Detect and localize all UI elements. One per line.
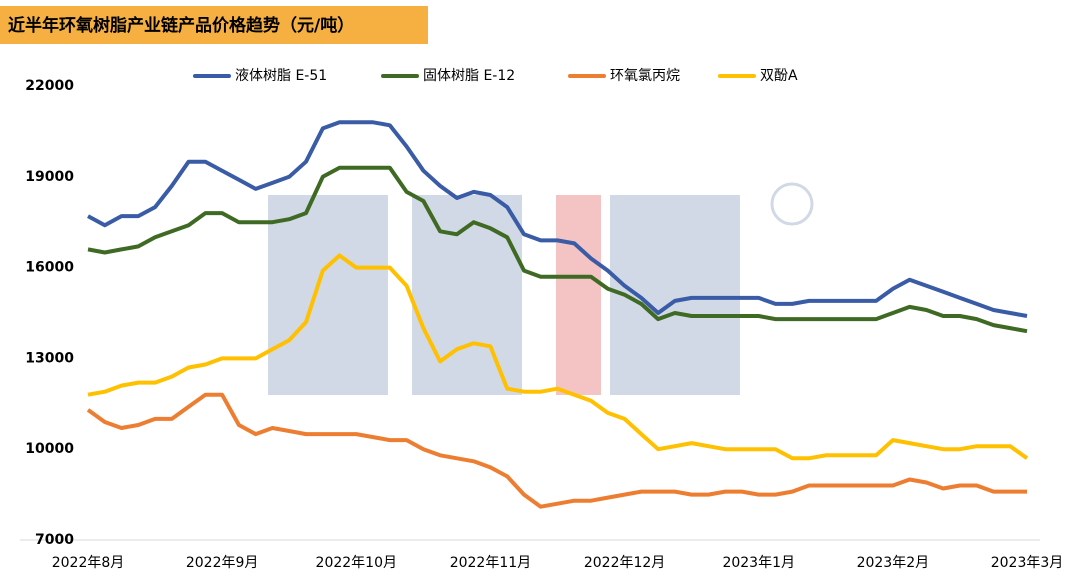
watermark: [268, 182, 814, 395]
series-line: [87, 120, 1028, 318]
x-tick-label: 2023年3月: [991, 555, 1064, 571]
x-tick-label: 2022年9月: [186, 555, 259, 571]
y-tick-label: 13000: [25, 350, 74, 366]
x-tick-label: 2023年1月: [722, 555, 795, 571]
y-tick-label: 19000: [25, 169, 74, 185]
y-tick-label: 10000: [25, 441, 74, 457]
chart-title: 近半年环氧树脂产业链产品价格趋势（元/吨）: [8, 15, 354, 36]
legend-label: 环氧氯丙烷: [610, 68, 680, 84]
series-line: [87, 165, 1028, 334]
x-tick-label: 2022年8月: [52, 555, 125, 571]
legend-label: 固体树脂 E-12: [423, 68, 515, 84]
x-tick-label: 2022年10月: [316, 555, 397, 571]
legend-label: 双酚A: [760, 68, 798, 84]
y-tick-label: 7000: [35, 532, 74, 548]
legend-label: 液体树脂 E-51: [235, 68, 327, 84]
series-line: [86, 392, 1027, 509]
x-tick-label: 2022年11月: [450, 555, 531, 571]
series-line: [87, 253, 1029, 461]
y-tick-label: 22000: [25, 78, 74, 94]
y-tick-label: 16000: [25, 260, 74, 276]
x-tick-label: 2023年2月: [857, 555, 930, 571]
title-box: [0, 6, 428, 44]
x-tick-label: 2022年12月: [584, 555, 665, 571]
